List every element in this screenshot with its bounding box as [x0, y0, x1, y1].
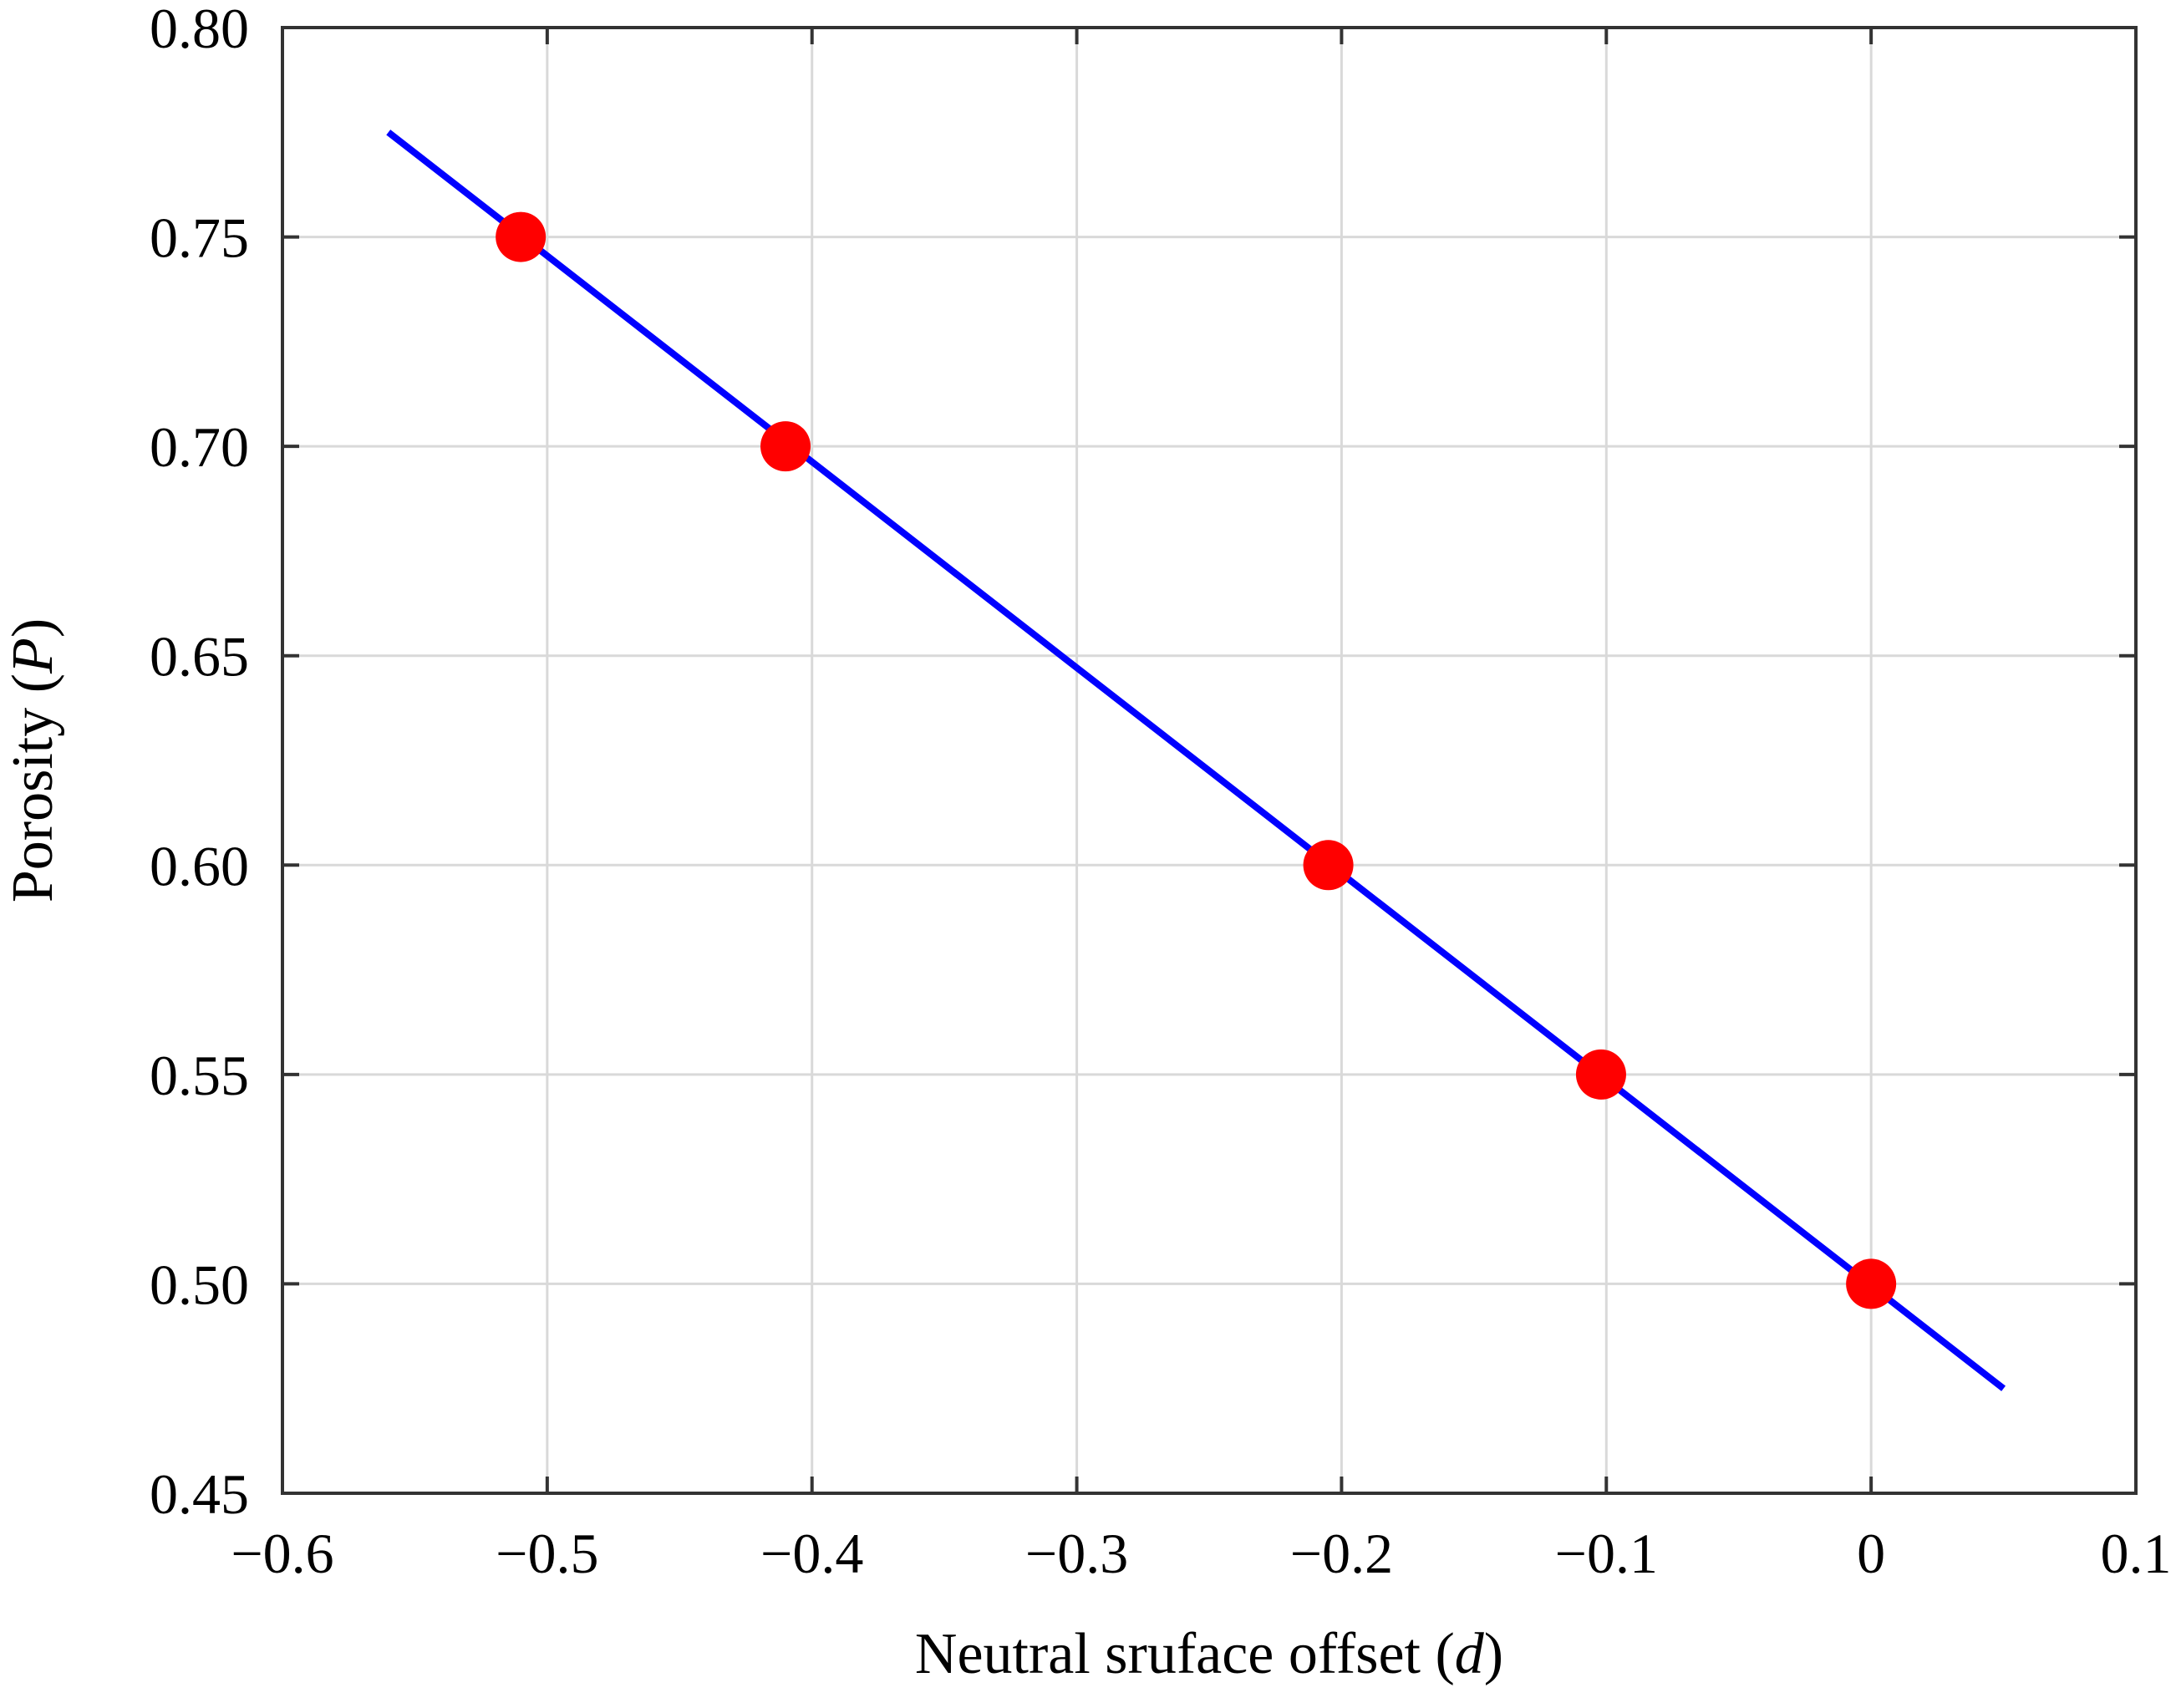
data-point	[1846, 1258, 1897, 1309]
y-tick-label: 0.75	[150, 206, 249, 270]
x-axis-title-variable: d	[1455, 1622, 1485, 1686]
y-tick-label: 0.65	[150, 625, 249, 689]
x-tick-label: 0.1	[2101, 1522, 2172, 1585]
x-tick-label: −0.4	[760, 1522, 863, 1585]
tick-layer	[281, 26, 2138, 1495]
x-axis-title-text: Neutral sruface offset (	[915, 1622, 1455, 1686]
y-tick-labels: 0.45 0.50 0.55 0.60 0.65 0.70 0.75 0.80	[150, 0, 249, 1526]
fit-line	[386, 130, 2006, 1391]
y-axis-title-close: )	[1, 618, 65, 638]
series-layer	[386, 130, 2006, 1391]
y-tick-label: 0.50	[150, 1253, 249, 1316]
x-tick-label: −0.2	[1290, 1522, 1393, 1585]
x-tick-label: 0	[1857, 1522, 1885, 1585]
x-axis-title: Neutral sruface offset (d)	[915, 1622, 1503, 1686]
x-tick-label: −0.1	[1555, 1522, 1658, 1585]
x-tick-label: −0.5	[496, 1522, 598, 1585]
x-tick-label: −0.3	[1025, 1522, 1128, 1585]
grid-layer	[282, 28, 2136, 1493]
data-point	[496, 211, 547, 262]
y-axis-title-variable: P	[1, 638, 65, 674]
y-axis-title: Porosity (P)	[1, 618, 65, 902]
y-tick-label: 0.45	[150, 1462, 249, 1526]
data-point	[1303, 840, 1354, 891]
y-tick-label: 0.55	[150, 1044, 249, 1107]
y-tick-label: 0.70	[150, 415, 249, 479]
y-axis-title-text: Porosity (	[1, 674, 65, 902]
y-tick-label: 0.60	[150, 834, 249, 897]
x-tick-label: −0.6	[231, 1522, 333, 1585]
y-tick-label: 0.80	[150, 0, 249, 60]
data-point	[760, 421, 811, 472]
x-axis-title-close: )	[1484, 1622, 1503, 1686]
x-tick-labels: −0.6 −0.5 −0.4 −0.3 −0.2 −0.1 0 0.1	[231, 1522, 2171, 1585]
plot-frame	[281, 26, 2138, 1495]
data-point	[1575, 1049, 1626, 1100]
